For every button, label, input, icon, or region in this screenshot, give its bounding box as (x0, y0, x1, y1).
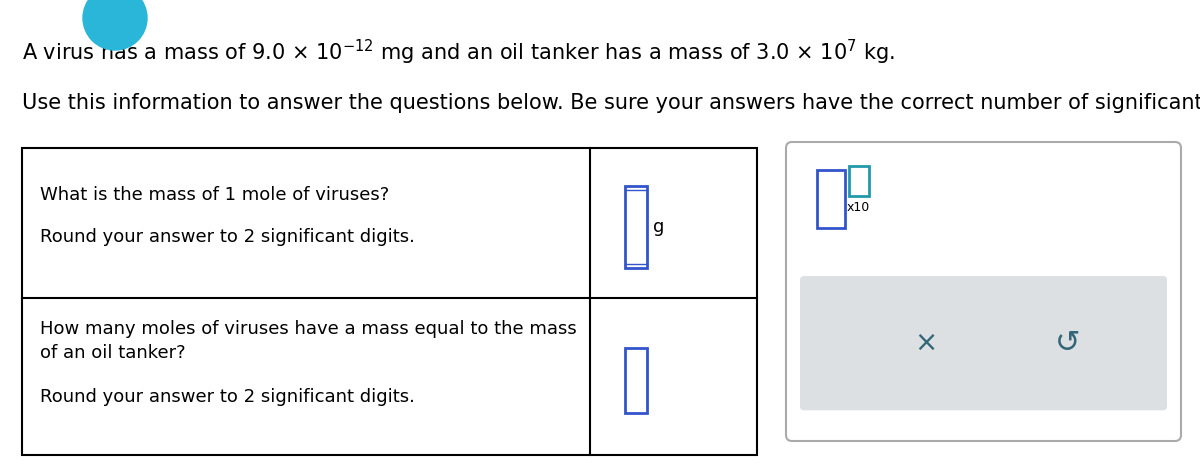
Text: Round your answer to 2 significant digits.: Round your answer to 2 significant digit… (40, 228, 415, 246)
Text: ×: × (914, 329, 937, 357)
Bar (625, 186, 647, 268)
FancyBboxPatch shape (786, 142, 1181, 441)
Text: Round your answer to 2 significant digits.: Round your answer to 2 significant digit… (40, 388, 415, 406)
Text: x10: x10 (847, 201, 870, 214)
FancyBboxPatch shape (800, 276, 1166, 410)
Text: ↺: ↺ (1055, 329, 1080, 358)
Bar (817, 170, 845, 228)
Text: A virus has a mass of 9.0 $\times$ 10$^{-12}$ mg and an oil tanker has a mass of: A virus has a mass of 9.0 $\times$ 10$^{… (22, 37, 895, 66)
Text: What is the mass of 1 mole of viruses?: What is the mass of 1 mole of viruses? (40, 186, 389, 204)
Text: Use this information to answer the questions below. Be sure your answers have th: Use this information to answer the quest… (22, 93, 1200, 113)
Bar (22, 148, 757, 455)
Text: g: g (653, 218, 665, 236)
Text: of an oil tanker?: of an oil tanker? (40, 344, 186, 362)
Bar (850, 166, 869, 196)
Bar (625, 348, 647, 413)
Text: How many moles of viruses have a mass equal to the mass: How many moles of viruses have a mass eq… (40, 320, 577, 338)
Circle shape (83, 0, 148, 50)
